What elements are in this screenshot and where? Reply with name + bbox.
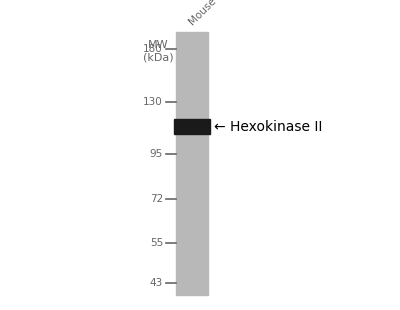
- Text: Mouse brain: Mouse brain: [187, 0, 239, 27]
- Text: 43: 43: [150, 278, 163, 288]
- Text: ← Hexokinase II: ← Hexokinase II: [214, 120, 322, 134]
- Text: 130: 130: [143, 97, 163, 107]
- Text: (kDa): (kDa): [143, 52, 173, 62]
- Text: 55: 55: [150, 238, 163, 248]
- Text: 95: 95: [150, 149, 163, 159]
- Text: MW: MW: [148, 40, 168, 50]
- Bar: [174, 119, 210, 135]
- Text: 180: 180: [143, 44, 163, 54]
- Bar: [176, 32, 208, 295]
- Text: 72: 72: [150, 194, 163, 204]
